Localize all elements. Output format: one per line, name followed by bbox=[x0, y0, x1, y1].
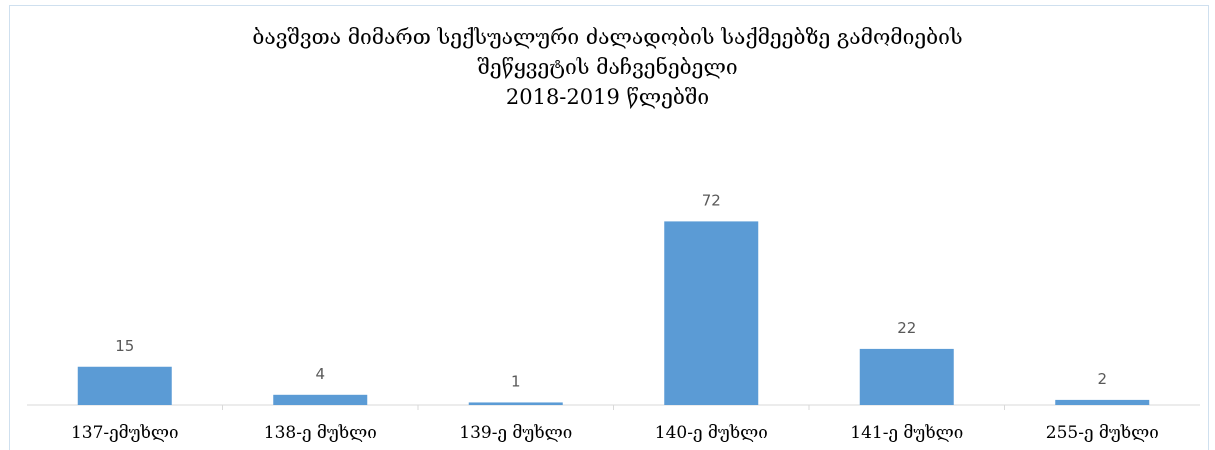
chart-title-line-2: შეწყვეტის მაჩვენებელი bbox=[477, 55, 738, 79]
x-tick-label: 140-ე მუხლი bbox=[655, 423, 768, 443]
data-label: 4 bbox=[315, 365, 325, 383]
x-tick-label: 255-ე მუხლი bbox=[1046, 423, 1159, 443]
data-label: 1 bbox=[511, 372, 521, 390]
data-label: 2 bbox=[1097, 370, 1107, 388]
x-tick-label: 139-ე მუხლი bbox=[459, 423, 572, 443]
data-label: 72 bbox=[702, 191, 721, 209]
bar bbox=[468, 402, 563, 405]
x-tick-label: 137-ემუხლი bbox=[71, 423, 179, 443]
x-tick-label: 141-ე მუხლი bbox=[850, 423, 963, 443]
bar bbox=[273, 394, 368, 405]
bar bbox=[859, 348, 954, 405]
data-label: 15 bbox=[115, 337, 134, 355]
chart-title-line-1: ბავშვთა მიმართ სექსუალური ძალადობის საქმ… bbox=[252, 25, 963, 49]
bar bbox=[1055, 399, 1150, 405]
chart-frame bbox=[9, 5, 1209, 450]
chart-title: ბავშვთა მიმართ სექსუალური ძალადობის საქმ… bbox=[0, 22, 1215, 112]
bar bbox=[77, 366, 172, 405]
bar bbox=[664, 221, 759, 405]
data-label: 22 bbox=[897, 319, 916, 337]
chart-title-line-3: 2018-2019 წლებში bbox=[505, 85, 710, 109]
x-tick-label: 138-ე მუხლი bbox=[264, 423, 377, 443]
